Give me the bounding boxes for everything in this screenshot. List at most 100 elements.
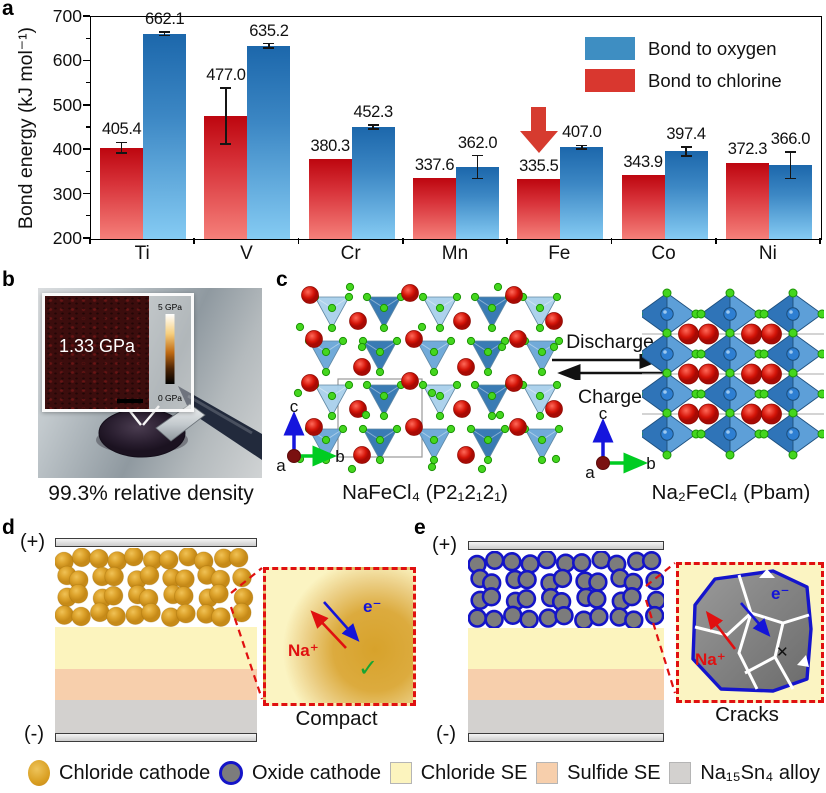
bar-Fe-chlorine bbox=[517, 178, 561, 239]
bar-Fe-oxygen bbox=[560, 147, 604, 239]
y-tick-mark bbox=[83, 148, 90, 150]
axis-triad-left: c b a bbox=[276, 402, 344, 474]
axis-b-label: b bbox=[646, 454, 655, 473]
y-minor-tick bbox=[86, 126, 90, 128]
y-minor-tick bbox=[86, 37, 90, 39]
bar-value-label: 380.3 bbox=[310, 136, 351, 155]
y-tick-mark bbox=[83, 104, 90, 106]
legend-label: Oxide cathode bbox=[251, 761, 381, 784]
bar-Cr-chlorine bbox=[308, 158, 352, 239]
negative-terminal-label: (-) bbox=[436, 723, 456, 745]
y-tick-label: 200 bbox=[52, 228, 82, 248]
tweezers-handle bbox=[178, 386, 262, 460]
chloride-se-layer bbox=[55, 627, 257, 669]
alloy-layer bbox=[55, 700, 257, 734]
alloy-marker bbox=[669, 762, 692, 784]
axis-a-label: a bbox=[276, 456, 286, 474]
pellet-photo: 1.33 GPa 5 GPa 0 GPa bbox=[38, 288, 262, 478]
y-minor-tick bbox=[86, 215, 90, 217]
panel-d-caption: Compact bbox=[295, 707, 378, 730]
x-category-label: Fe bbox=[548, 243, 571, 264]
panel-label-e: e bbox=[414, 516, 426, 539]
sulfide-se-layer bbox=[55, 669, 257, 700]
x-tick-mark bbox=[297, 238, 300, 244]
y-tick-label: 400 bbox=[52, 139, 82, 160]
y-tick-mark bbox=[83, 15, 90, 17]
legend-item-chloride-se: Chloride SE bbox=[389, 761, 528, 785]
reaction-arrows bbox=[552, 350, 668, 383]
error-bar bbox=[685, 146, 687, 156]
legend-label: Sulfide SE bbox=[567, 761, 661, 784]
y-tick-label: 600 bbox=[52, 50, 82, 71]
legend-swatch bbox=[585, 37, 635, 60]
y-tick-mark bbox=[83, 192, 90, 195]
error-bar-cap bbox=[472, 177, 483, 180]
error-bar-cap bbox=[263, 42, 275, 45]
sulfide-se-marker bbox=[536, 762, 559, 784]
figure-legend: Chloride cathode Oxide cathode Chloride … bbox=[28, 760, 820, 786]
y-tick-mark bbox=[83, 59, 90, 62]
bar-Co-oxygen bbox=[664, 151, 708, 239]
legend-label: Chloride SE bbox=[420, 761, 528, 784]
zoom-connector-lines bbox=[230, 567, 264, 700]
chart-legend-row: Bond to chlorine bbox=[585, 69, 782, 92]
legend-item-oxide-cathode: Oxide cathode bbox=[218, 761, 381, 785]
compact-particle-zoom: Na⁺ e⁻ ✓ bbox=[263, 567, 416, 706]
error-bar bbox=[372, 124, 374, 130]
panel-b-caption: 99.3% relative density bbox=[48, 482, 254, 505]
bar-Cr-oxygen bbox=[351, 126, 395, 239]
panel-e-caption: Cracks bbox=[715, 703, 779, 726]
chloride-cathode-layer bbox=[55, 548, 254, 627]
x-tick-mark bbox=[610, 238, 613, 244]
panel-label-a: a bbox=[2, 0, 14, 20]
error-bar-cap bbox=[784, 177, 796, 180]
legend-item-alloy: Na₁₅Sn₄ alloy bbox=[669, 762, 820, 785]
zoom-connector-lines bbox=[645, 562, 677, 694]
x-tick-mark bbox=[714, 238, 717, 244]
error-bar-cap bbox=[784, 151, 796, 153]
electron-label: e⁻ bbox=[363, 597, 381, 616]
x-category-label: Mn bbox=[441, 243, 469, 264]
y-tick-label: 500 bbox=[52, 94, 82, 115]
panel-label-d: d bbox=[2, 516, 15, 539]
positive-terminal-label: (+) bbox=[432, 534, 457, 556]
panel-a-bar-chart: a Bond energy (kJ mol⁻¹) 405.4 662.1 477.0… bbox=[0, 0, 826, 268]
error-bar bbox=[580, 145, 583, 149]
highlight-down-arrow bbox=[519, 106, 558, 153]
bar-V-oxygen bbox=[247, 45, 291, 239]
bottom-electrode bbox=[468, 733, 664, 742]
y-tick-label: 700 bbox=[52, 6, 82, 26]
axis-c-label: c bbox=[599, 410, 608, 423]
error-bar bbox=[476, 155, 479, 179]
error-bar-cap bbox=[159, 34, 171, 37]
legend-label: Bond to chlorine bbox=[648, 69, 782, 91]
axis-triad-right: c b a bbox=[585, 410, 655, 480]
bar-value-label: 407.0 bbox=[562, 123, 602, 142]
bar-value-label: 405.4 bbox=[102, 120, 142, 139]
x-category-label: Co bbox=[651, 243, 676, 264]
chart-legend: Bond to oxygen Bond to chlorine bbox=[585, 37, 782, 101]
bar-Co-chlorine bbox=[621, 175, 665, 239]
cross-mark: ✕ bbox=[776, 644, 789, 661]
bar-value-label: 335.5 bbox=[519, 156, 559, 175]
axis-c-label: c bbox=[290, 402, 299, 416]
arrow-stem bbox=[531, 106, 547, 131]
discharge-label: Discharge bbox=[566, 331, 654, 353]
y-axis-title: Bond energy (kJ mol⁻¹) bbox=[15, 26, 37, 230]
sulfide-se-layer bbox=[468, 669, 664, 700]
error-bar-cap bbox=[116, 152, 128, 154]
na2fecl4-structure bbox=[642, 288, 824, 460]
cracked-particle-zoom: Na⁺ e⁻ ✕ bbox=[676, 562, 824, 703]
top-electrode bbox=[468, 541, 664, 550]
error-bar-cap bbox=[576, 148, 588, 150]
nafecl4-caption: NaFeCl₄ (P2₁2₁2₁) bbox=[342, 481, 508, 504]
bar-Ti-chlorine bbox=[100, 147, 144, 239]
arrow-head bbox=[519, 130, 558, 153]
sodium-ion-label: Na⁺ bbox=[288, 641, 319, 660]
modulus-value: 1.33 GPa bbox=[58, 336, 136, 356]
legend-label: Chloride cathode bbox=[59, 761, 211, 784]
error-bar bbox=[268, 43, 270, 48]
charge-label: Charge bbox=[578, 386, 642, 408]
y-minor-tick bbox=[86, 81, 90, 84]
